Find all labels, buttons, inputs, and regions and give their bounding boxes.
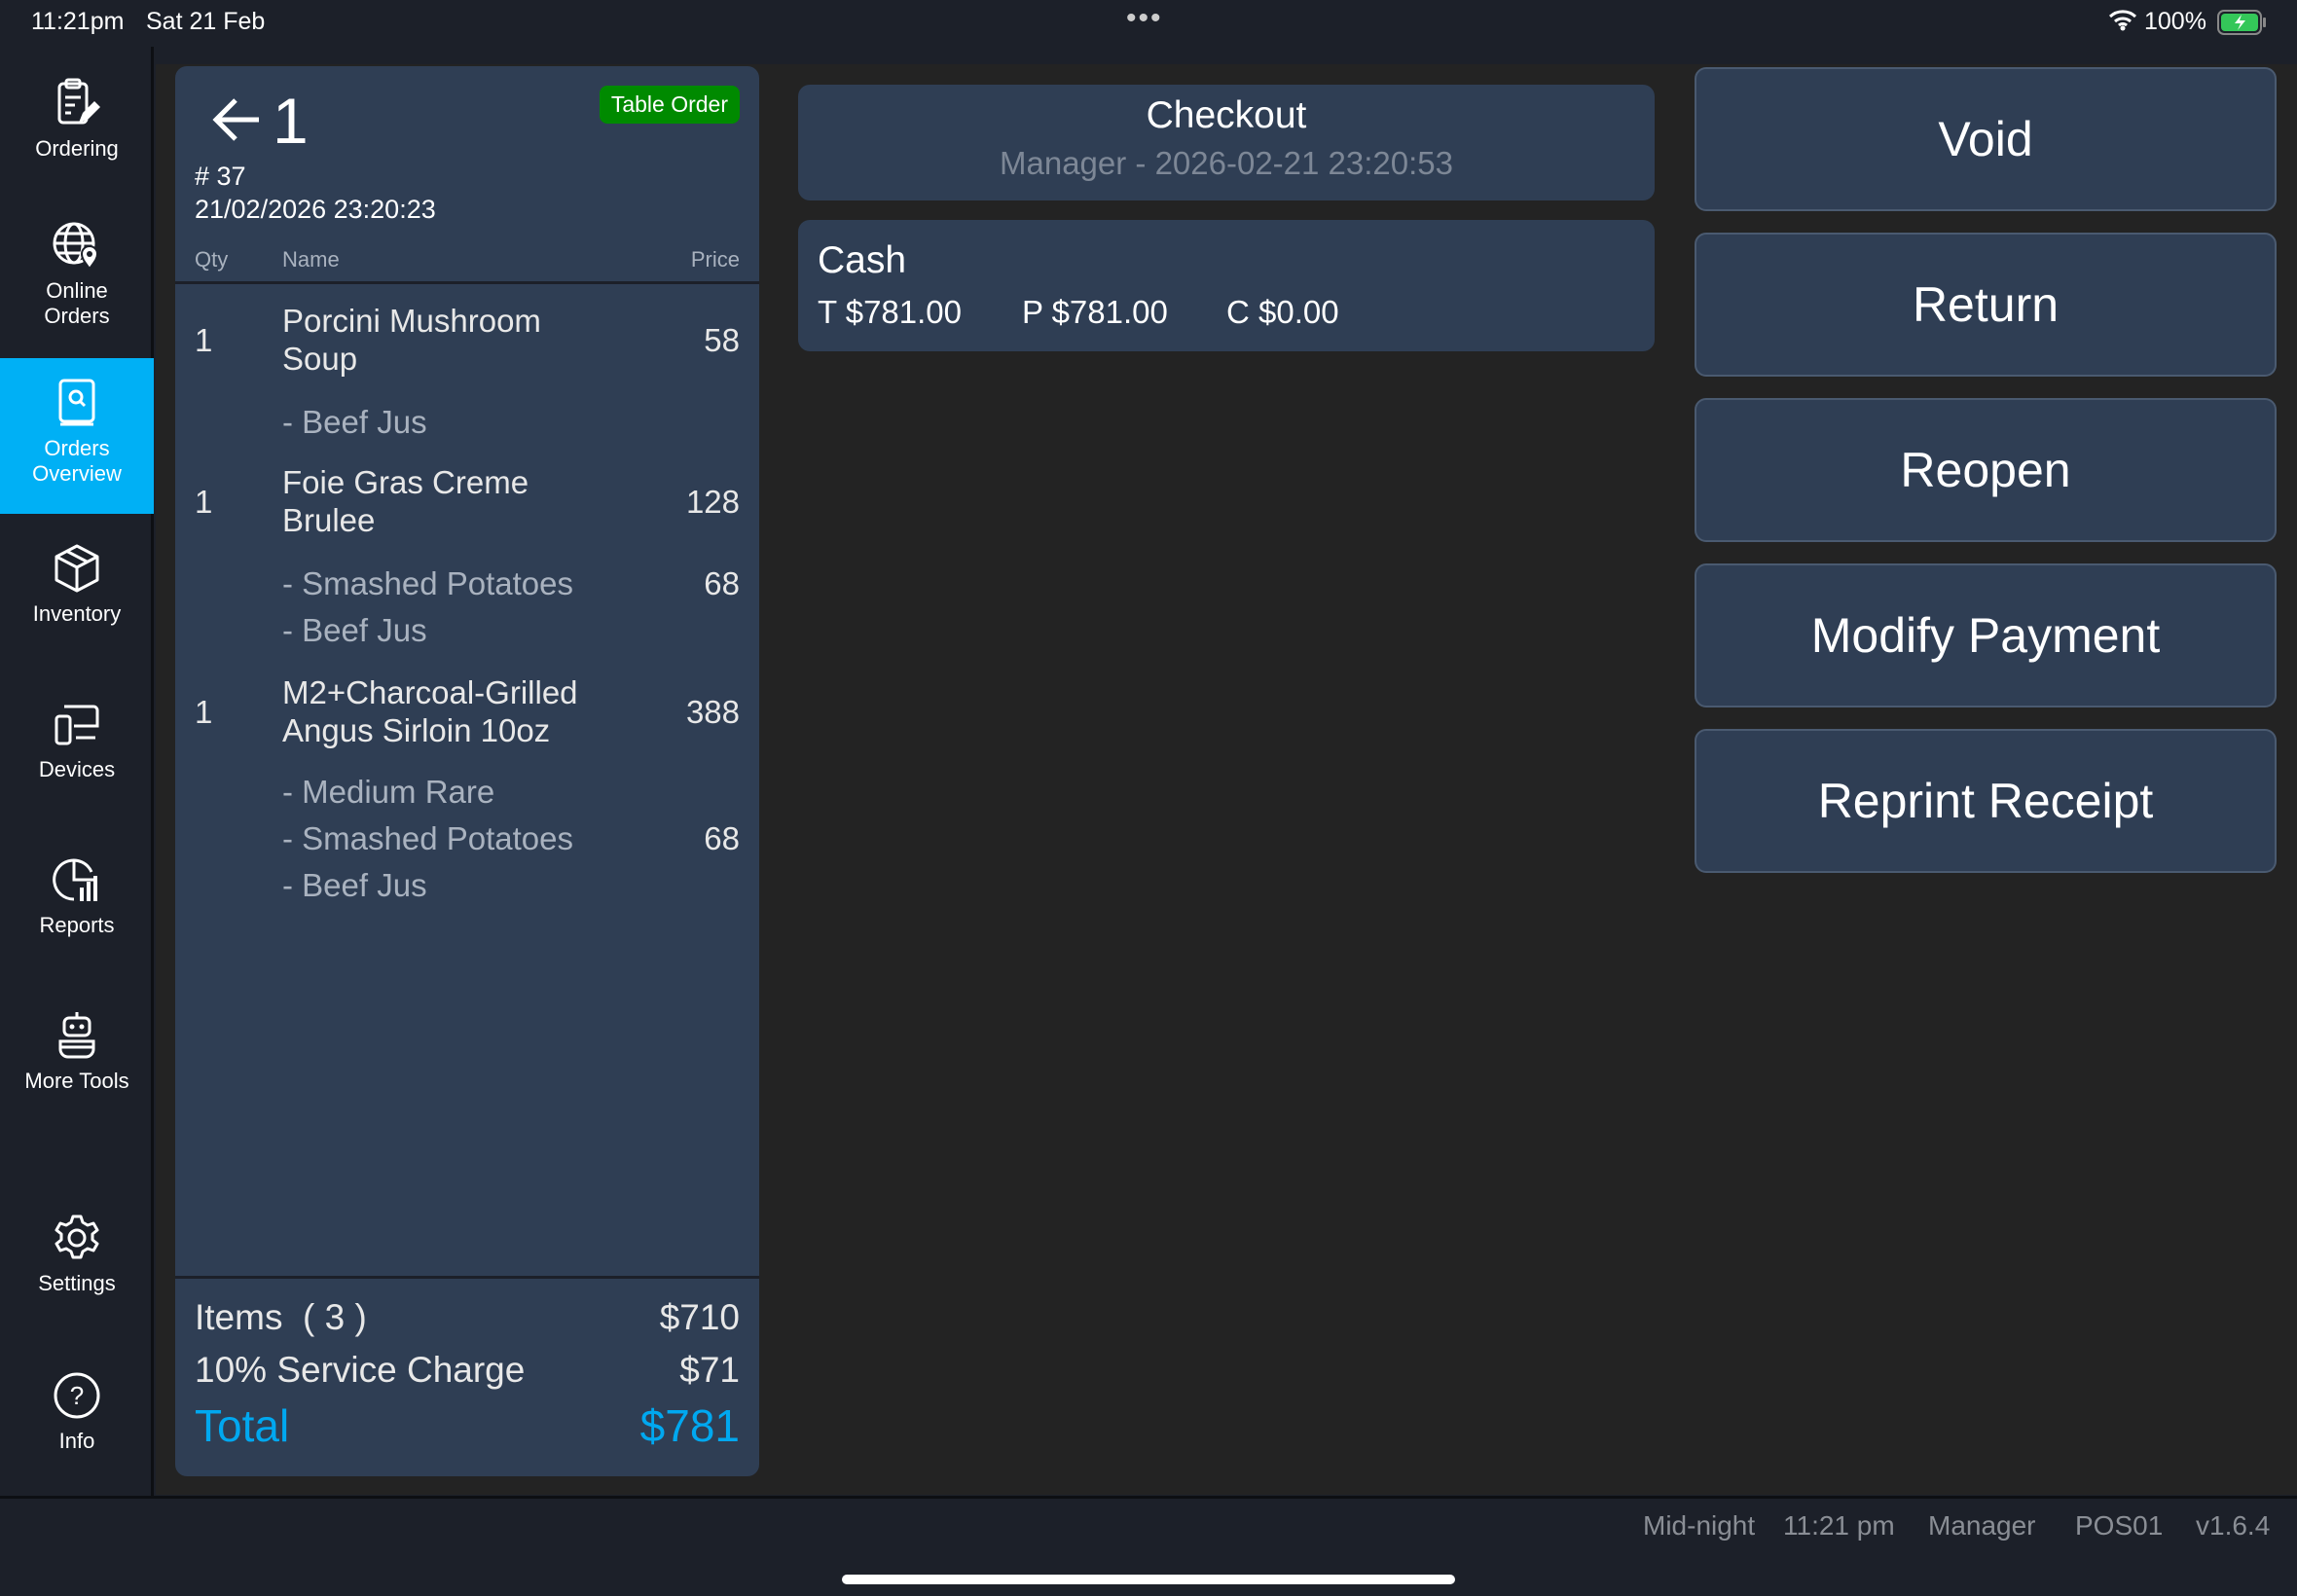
order-panel: 1 Table Order # 37 21/02/2026 23:20:23 Q… [175,66,759,1476]
status-time: 11:21pm [31,8,125,35]
footer-time: 11:21 pm [1783,1510,1895,1541]
footer-user: Manager [1928,1510,2036,1541]
home-indicator[interactable] [842,1575,1455,1584]
sidebar-item-label: Devices [38,757,116,781]
order-type-badge: Table Order [599,86,740,124]
status-bar: 11:21pm Sat 21 Feb ••• 100% [0,0,2297,47]
name-header: Name [282,247,340,272]
order-datetime: 21/02/2026 23:20:23 [195,195,436,224]
price-header: Price [690,247,740,272]
payment-change: C $0.00 [1226,294,1339,330]
sidebar-item-label: Online Orders [44,278,110,328]
reopen-button[interactable]: Reopen [1695,398,2277,542]
item-name: M2+Charcoal-Grilled Angus Sirloin 10oz [282,674,578,748]
service-charge: 10% Service Charge $71 [195,1350,740,1390]
payment-card[interactable]: Cash T $781.00 P $781.00 C $0.00 [798,220,1655,351]
item-qty: 1 [195,322,213,358]
return-button[interactable]: Return [1695,233,2277,377]
wifi-icon [2108,8,2137,38]
divider [175,281,759,284]
order-item[interactable]: 1 M2+Charcoal-Grilled Angus Sirloin 10oz … [195,673,740,751]
payment-paid: P $781.00 [1022,294,1168,330]
checkout-card[interactable]: Checkout Manager - 2026-02-21 23:20:53 [798,85,1655,200]
items-subtotal: Items ( 3 ) $710 [195,1297,740,1337]
item-name: Porcini Mushroom Soup [282,303,541,377]
footer-version: v1.6.4 [2196,1510,2271,1541]
sidebar: Ordering Online Orders Orders Overview I… [0,47,154,1496]
sidebar-item-reports[interactable]: Reports [0,854,154,961]
sidebar-item-more-tools[interactable]: More Tools [0,1010,154,1117]
item-price: 128 [685,484,740,520]
footer-shift: Mid-night [1643,1510,1756,1541]
payment-total: T $781.00 [818,294,963,330]
item-price: 388 [685,694,740,730]
footer-terminal: POS01 [2075,1510,2164,1541]
sidebar-item-info[interactable]: ? Info [0,1370,154,1477]
status-date: Sat 21 Feb [146,8,266,35]
item-price: 58 [704,322,740,358]
sidebar-item-devices[interactable]: Devices [0,699,154,806]
checkout-subtitle: Manager - 2026-02-21 23:20:53 [1000,145,1453,181]
item-qty: 1 [195,484,213,520]
sidebar-item-inventory[interactable]: Inventory [0,543,154,650]
robot-icon [58,1012,95,1059]
checkout-title: Checkout [1146,94,1307,136]
table-number: 1 [273,85,309,157]
reprint-receipt-button[interactable]: Reprint Receipt [1695,729,2277,873]
sidebar-item-label: Reports [39,913,115,937]
sidebar-item-label: Inventory [32,601,122,626]
clipboard-edit-icon [57,78,100,125]
battery-percent: 100% [2144,8,2206,35]
help-icon: ? [54,1372,100,1419]
back-arrow-icon[interactable] [210,95,263,149]
chart-icon [53,858,97,901]
gear-icon [55,1215,99,1259]
item-name: Foie Gras Creme Brulee [282,464,529,538]
payment-method: Cash [818,239,907,281]
sidebar-item-label: Settings [38,1271,116,1295]
sidebar-item-label: Info [58,1429,95,1453]
divider [175,1276,759,1279]
sidebar-item-ordering[interactable]: Ordering [0,78,154,185]
item-qty: 1 [195,694,213,730]
sidebar-item-label: Orders Overview [32,436,122,486]
void-button[interactable]: Void [1695,67,2277,211]
footer-bar: Mid-night 11:21 pm Manager POS01 v1.6.4 [0,1496,2297,1596]
sidebar-item-label: More Tools [24,1069,129,1093]
multitask-dots-icon[interactable]: ••• [1126,2,1163,34]
order-item[interactable]: 1 Foie Gras Creme Brulee 128 [195,463,740,541]
book-search-icon [58,379,95,426]
order-number: # 37 [195,162,246,191]
order-item[interactable]: 1 Porcini Mushroom Soup 58 [195,302,740,380]
sidebar-item-settings[interactable]: Settings [0,1213,154,1320]
order-total: Total $781 [195,1400,740,1451]
sidebar-item-orders-overview[interactable]: Orders Overview [0,358,154,514]
sidebar-item-label: Ordering [35,136,119,161]
modify-payment-button[interactable]: Modify Payment [1695,563,2277,707]
globe-location-icon [53,222,99,271]
battery-charging-icon [2217,10,2268,42]
sidebar-item-online-orders[interactable]: Online Orders [0,220,154,366]
svg-text:?: ? [70,1381,84,1410]
devices-icon [55,705,99,745]
box-icon [55,544,99,593]
qty-header: Qty [195,247,229,272]
